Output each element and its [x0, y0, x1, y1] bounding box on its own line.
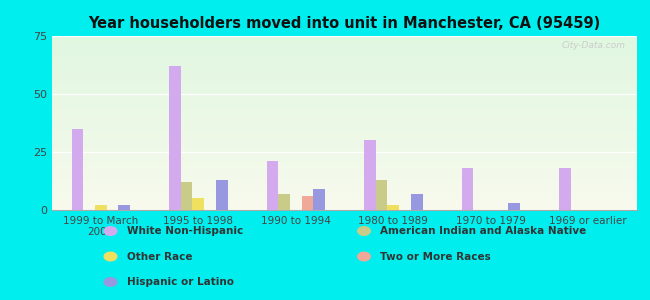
- Title: Year householders moved into unit in Manchester, CA (95459): Year householders moved into unit in Man…: [88, 16, 601, 31]
- Text: American Indian and Alaska Native: American Indian and Alaska Native: [380, 226, 586, 236]
- Bar: [364, 140, 376, 210]
- Bar: [216, 180, 228, 210]
- Bar: [559, 168, 571, 210]
- Bar: [411, 194, 422, 210]
- Bar: [376, 180, 387, 210]
- Bar: [266, 161, 278, 210]
- Bar: [118, 206, 130, 210]
- Bar: [387, 206, 399, 210]
- Text: City-Data.com: City-Data.com: [562, 41, 625, 50]
- Bar: [313, 189, 325, 210]
- Bar: [508, 203, 520, 210]
- Text: Hispanic or Latino: Hispanic or Latino: [127, 277, 234, 287]
- Bar: [278, 194, 290, 210]
- Bar: [462, 168, 473, 210]
- Text: White Non-Hispanic: White Non-Hispanic: [127, 226, 243, 236]
- Bar: [72, 129, 83, 210]
- Text: Other Race: Other Race: [127, 251, 192, 262]
- Bar: [169, 66, 181, 210]
- Bar: [181, 182, 192, 210]
- Text: Two or More Races: Two or More Races: [380, 251, 491, 262]
- Bar: [192, 198, 204, 210]
- Bar: [95, 206, 107, 210]
- Bar: [302, 196, 313, 210]
